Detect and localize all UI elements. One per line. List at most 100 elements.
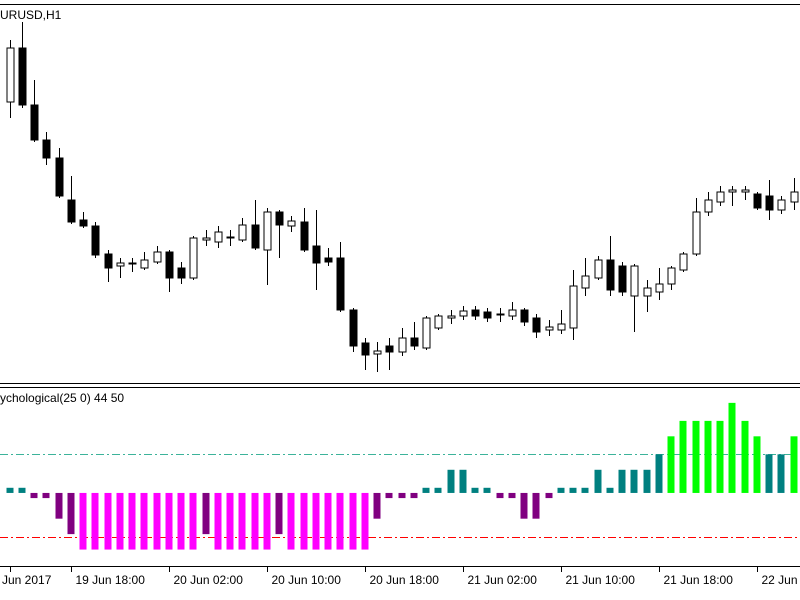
candle-body xyxy=(104,253,113,269)
indicator-bar xyxy=(741,420,749,493)
candle-body xyxy=(545,326,554,331)
candle-body xyxy=(275,211,284,226)
candle-body xyxy=(398,337,407,353)
candle-body xyxy=(741,189,750,193)
candle-body xyxy=(716,191,725,203)
indicator-bar xyxy=(532,492,540,519)
indicator-title: ychological(25 0) 44 50 xyxy=(0,391,124,405)
candle-body xyxy=(520,309,529,323)
candle-body xyxy=(643,287,652,297)
candle-body xyxy=(447,315,456,319)
indicator-bar xyxy=(790,436,798,493)
indicator-bar xyxy=(361,492,369,550)
x-tick-label: 21 Jun 02:00 xyxy=(468,573,538,587)
indicator-bar xyxy=(324,492,332,550)
indicator-bar xyxy=(545,492,553,499)
candle-body xyxy=(6,47,15,103)
candle-body xyxy=(557,323,566,331)
candle-body xyxy=(410,337,419,347)
candle-body xyxy=(679,253,688,271)
candle-body xyxy=(42,139,51,159)
indicator-bar xyxy=(422,487,430,493)
indicator-bar xyxy=(655,454,663,493)
x-tick-label: 20 Jun 02:00 xyxy=(174,573,244,587)
indicator-bar xyxy=(557,487,565,493)
x-tick-label: 20 Jun 10:00 xyxy=(272,573,342,587)
candle-body xyxy=(30,104,39,141)
x-tick-label: 20 Jun 18:00 xyxy=(370,573,440,587)
indicator-bar xyxy=(373,492,381,519)
indicator-bar xyxy=(496,492,504,499)
candle-body xyxy=(18,47,27,106)
x-tick-label: 19 Jun 18:00 xyxy=(76,573,146,587)
x-tick-label: 22 Jun xyxy=(762,573,798,587)
candle-body xyxy=(349,309,358,347)
indicator-bar xyxy=(753,436,761,493)
candle-body xyxy=(728,189,737,193)
indicator-bar xyxy=(667,436,675,493)
indicator-bar xyxy=(594,469,602,493)
candle-body xyxy=(581,275,590,289)
x-tick-label: Jun 2017 xyxy=(2,573,52,587)
indicator-bar xyxy=(704,420,712,493)
indicator-bar xyxy=(679,420,687,493)
indicator-bar xyxy=(263,492,271,550)
candle-body xyxy=(263,211,272,251)
candle-body xyxy=(692,211,701,255)
x-tick-label: 21 Jun 10:00 xyxy=(566,573,636,587)
candle-body xyxy=(324,257,333,263)
candle-body xyxy=(153,251,162,263)
indicator-bar xyxy=(128,492,136,550)
indicator-bar xyxy=(618,469,626,493)
indicator-bar xyxy=(42,492,50,499)
indicator-bar xyxy=(287,492,295,550)
indicator-bar xyxy=(569,487,577,493)
candle-body xyxy=(202,237,211,241)
candle-body xyxy=(483,311,492,319)
candle-body xyxy=(777,199,786,211)
candle-body xyxy=(753,193,762,209)
candle-body xyxy=(606,259,615,291)
indicator-bar xyxy=(30,492,38,499)
candle-body xyxy=(361,342,370,356)
indicator-bar xyxy=(434,487,442,493)
candle-body xyxy=(459,310,468,317)
candle-body xyxy=(765,195,774,211)
indicator-bar xyxy=(79,492,87,550)
candle-body xyxy=(67,199,76,223)
indicator-bar xyxy=(67,492,75,535)
candle-body xyxy=(434,315,443,329)
candle-body xyxy=(189,237,198,279)
indicator-bar xyxy=(140,492,148,550)
indicator-bar xyxy=(728,402,736,493)
indicator-bar xyxy=(410,492,418,499)
indicator-bar xyxy=(385,492,393,499)
indicator-bar xyxy=(398,492,406,499)
indicator-bar xyxy=(765,454,773,493)
candle-body xyxy=(655,283,664,293)
candle-body xyxy=(300,221,309,251)
candle-body xyxy=(226,236,235,239)
candle-body xyxy=(336,257,345,311)
candle-body xyxy=(667,267,676,285)
x-tick-label: 21 Jun 18:00 xyxy=(664,573,734,587)
candle-body xyxy=(422,317,431,349)
indicator-bar xyxy=(606,487,614,493)
indicator-bar xyxy=(471,487,479,493)
candle-body xyxy=(630,265,639,297)
indicator-bar xyxy=(447,469,455,493)
indicator-bar xyxy=(91,492,99,550)
candle-body xyxy=(116,262,125,267)
indicator-bar xyxy=(275,492,283,535)
indicator-bar xyxy=(189,492,197,550)
indicator-bar xyxy=(226,492,234,550)
indicator-bar xyxy=(520,492,528,519)
candle-body xyxy=(569,285,578,329)
candle-body xyxy=(287,220,296,227)
indicator-bar xyxy=(349,492,357,550)
candle-body xyxy=(177,267,186,279)
candle-body xyxy=(790,191,799,203)
indicator-bar xyxy=(202,492,210,535)
indicator-bar xyxy=(251,492,259,550)
indicator-bar xyxy=(300,492,308,550)
